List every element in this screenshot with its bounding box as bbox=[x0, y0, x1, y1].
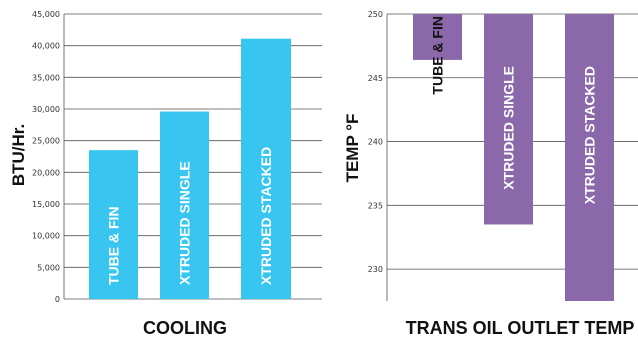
cooling-chart: 0 5,000 10,000 15,000 20,000 25,000 30,000 35,0… bbox=[9, 10, 322, 338]
bar-xtruded-single bbox=[484, 14, 533, 225]
y-tick-label: 0 bbox=[55, 295, 60, 304]
y-tick-label: 45,000 bbox=[32, 10, 60, 19]
x-axis-title: TRANS OIL OUTLET TEMP bbox=[406, 318, 635, 338]
bar-label-xtruded-single: XTRUDED SINGLE bbox=[177, 161, 193, 285]
y-tick-label: 230 bbox=[368, 265, 383, 274]
y-axis-title: TEMP °F bbox=[343, 114, 362, 183]
bar-xtruded-stacked bbox=[565, 14, 614, 301]
y-tick-label: 250 bbox=[368, 10, 383, 19]
bar-xtruded-stacked bbox=[241, 38, 291, 299]
y-tick-label: 240 bbox=[368, 138, 383, 147]
y-tick-label: 20,000 bbox=[32, 168, 60, 177]
y-tick-label: 10,000 bbox=[32, 232, 60, 241]
trans-oil-outlet-temp-chart: 230 235 240 245 250 TUBE & FIN XTRUDED SINGLE X… bbox=[343, 10, 638, 338]
y-tick-label: 245 bbox=[368, 74, 383, 83]
y-tick-label: 235 bbox=[368, 201, 383, 210]
bar-xtruded-single bbox=[160, 111, 209, 300]
y-tick-label: 5,000 bbox=[37, 263, 60, 272]
bar-label-xtruded-stacked: XTRUDED STACKED bbox=[258, 147, 274, 285]
y-tick-label: 15,000 bbox=[32, 200, 60, 209]
y-tick-label: 40,000 bbox=[32, 42, 60, 51]
bar-tube-fin bbox=[89, 150, 138, 299]
y-axis-title: BTU/Hr. bbox=[9, 124, 28, 186]
y-tick-label: 35,000 bbox=[32, 73, 60, 82]
bar-label-xtruded-stacked: XTRUDED STACKED bbox=[582, 66, 598, 204]
x-axis-title: COOLING bbox=[143, 318, 227, 338]
bar-label-tube-fin: TUBE & FIN bbox=[430, 16, 446, 95]
bar-tube-fin bbox=[413, 14, 462, 60]
bar-label-xtruded-single: XTRUDED SINGLE bbox=[501, 66, 517, 190]
bar-label-tube-fin: TUBE & FIN bbox=[106, 206, 122, 285]
y-tick-label: 25,000 bbox=[32, 137, 60, 146]
y-tick-label: 30,000 bbox=[32, 105, 60, 114]
